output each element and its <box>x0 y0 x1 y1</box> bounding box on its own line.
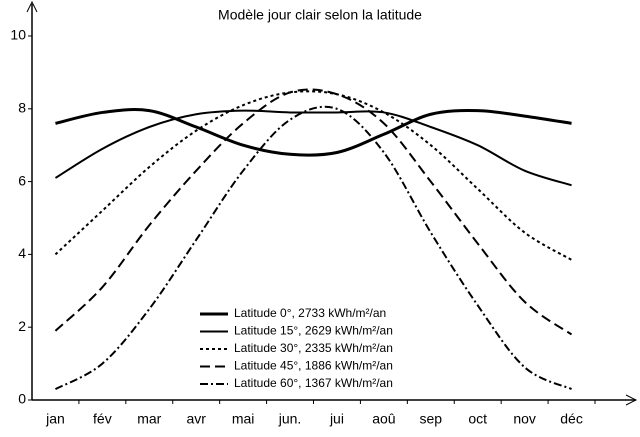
series-line <box>54 109 572 187</box>
x-tick-label: fév <box>93 411 112 427</box>
y-tick-label: 6 <box>18 172 26 188</box>
legend-label: Latitude 60°, 1367 kWh/m²/an <box>234 376 393 390</box>
x-tick-label: jun. <box>278 411 302 427</box>
x-tick-label: aoû <box>372 411 395 427</box>
legend-label: Latitude 30°, 2335 kWh/m²/an <box>234 341 393 355</box>
y-tick-label: 10 <box>10 27 26 43</box>
series-line <box>55 108 572 157</box>
x-tick-label: jan <box>45 411 65 427</box>
x-tick-label: avr <box>186 411 206 427</box>
series-line <box>54 105 572 391</box>
legend-label: Latitude 0°, 2733 kWh/m²/an <box>234 306 386 320</box>
x-axis-arrow <box>625 394 638 406</box>
y-tick-label: 4 <box>18 245 26 261</box>
legend-label: Latitude 45°, 1886 kWh/m²/an <box>234 359 393 373</box>
y-axis-arrow <box>26 0 38 13</box>
x-tick-label: mai <box>232 411 255 427</box>
x-tick-label: nov <box>513 411 536 427</box>
chart-title: Modèle jour clair selon la latitude <box>218 7 422 23</box>
x-tick-label: oct <box>468 411 487 427</box>
x-tick-label: sep <box>420 411 443 427</box>
y-tick-label: 2 <box>18 318 26 334</box>
x-tick-label: déc <box>560 411 583 427</box>
series-line <box>54 88 573 336</box>
y-tick-label: 0 <box>18 391 26 407</box>
x-tick-label: mar <box>137 411 161 427</box>
x-tick-label: jui <box>329 411 344 427</box>
series-line <box>54 90 573 261</box>
legend-label: Latitude 15°, 2629 kWh/m²/an <box>234 324 393 338</box>
y-tick-label: 8 <box>18 100 26 116</box>
